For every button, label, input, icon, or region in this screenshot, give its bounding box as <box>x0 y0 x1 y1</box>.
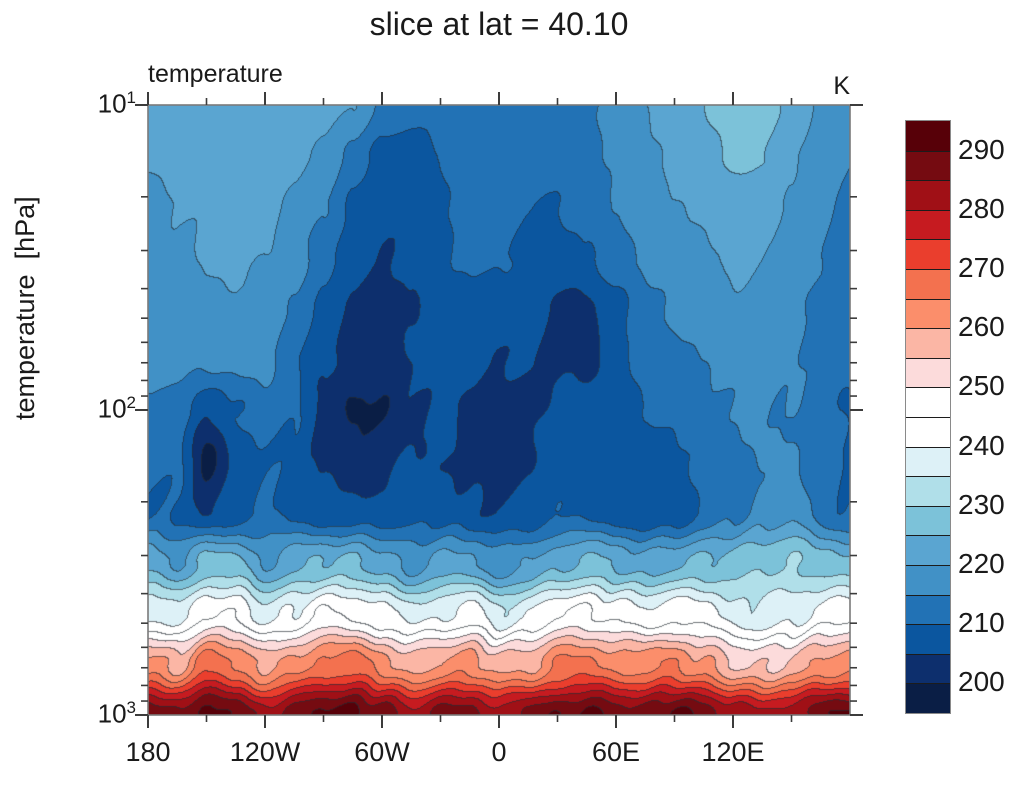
colorbar-segment <box>906 476 950 506</box>
colorbar-segment <box>906 595 950 624</box>
colorbar-segment <box>906 387 950 417</box>
x-tick-label: 0 <box>491 737 507 767</box>
colorbar-segment <box>906 121 950 151</box>
colorbar <box>905 120 951 714</box>
colorbar-label: 290 <box>958 133 1005 165</box>
chart-title: slice at lat = 40.10 <box>369 6 629 42</box>
colorbar-segment <box>906 683 950 713</box>
colorbar-segment <box>906 299 950 328</box>
colorbar-label: 280 <box>958 192 1005 224</box>
x-tick-label: 60E <box>591 737 641 767</box>
colorbar-label: 250 <box>958 370 1005 402</box>
x-tick-label: 180 <box>125 737 171 767</box>
colorbar-segment <box>906 239 950 269</box>
x-tick-label: 120E <box>701 737 765 767</box>
colorbar-label: 220 <box>958 548 1005 579</box>
colorbar-label: 230 <box>958 488 1005 520</box>
colorbar-label: 210 <box>958 607 1005 639</box>
x-tick-label: 60W <box>354 737 410 767</box>
colorbar-segment <box>906 535 950 565</box>
colorbar-segment <box>906 506 950 535</box>
colorbar-label: 240 <box>958 429 1005 461</box>
colorbar-segment <box>906 151 950 180</box>
colorbar-segment <box>906 565 950 595</box>
colorbar-segment <box>906 328 950 358</box>
x-tick-label: 120W <box>229 737 301 767</box>
colorbar-segment <box>906 654 950 683</box>
colorbar-segment <box>906 447 950 476</box>
y-tick-label: 102 <box>97 393 136 424</box>
colorbar-label: 260 <box>958 311 1005 343</box>
colorbar-segment <box>906 417 950 447</box>
y-tick-label: 101 <box>97 88 136 119</box>
variable-header: temperature <box>148 60 283 88</box>
y-tick-label: 103 <box>97 698 136 729</box>
colorbar-segment <box>906 180 950 210</box>
colorbar-label: 270 <box>958 252 1005 283</box>
contour-field-canvas <box>148 105 850 715</box>
colorbar-segment <box>906 269 950 299</box>
units-header: K <box>833 72 850 100</box>
colorbar-segment <box>906 210 950 239</box>
y-axis-label: temperature [hPa] <box>10 196 40 420</box>
colorbar-segment <box>906 624 950 654</box>
colorbar-segment <box>906 358 950 387</box>
colorbar-label: 200 <box>958 666 1005 698</box>
